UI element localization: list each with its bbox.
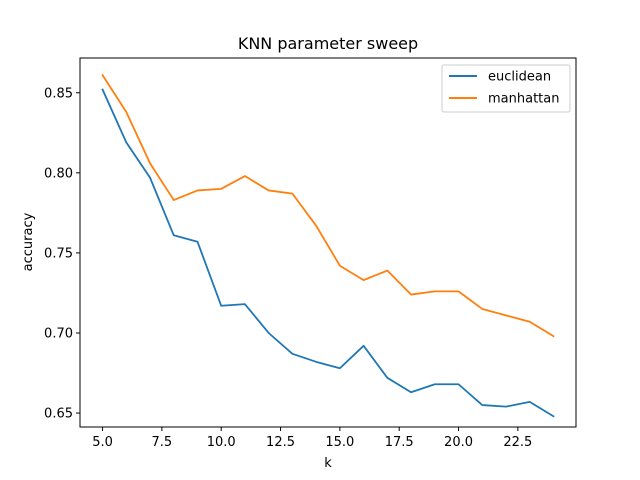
x-tick-label: 22.5 [503, 435, 532, 450]
series-line-euclidean [101, 88, 555, 418]
legend: euclidean manhattan [441, 64, 571, 113]
plot-frame [79, 57, 577, 428]
x-tick-label: 17.5 [385, 435, 414, 450]
y-tick-label: 0.80 [44, 166, 73, 181]
x-tick-label: 12.5 [266, 435, 295, 450]
x-axis: 5.0 7.5 10.0 12.5 15.0 17.5 20.0 22.5 [92, 427, 532, 450]
series-line-manhattan [101, 73, 555, 338]
x-tick-label: 7.5 [152, 435, 173, 450]
x-tick-label: 10.0 [207, 435, 236, 450]
plot-area [101, 73, 555, 418]
x-tick-label: 5.0 [92, 435, 113, 450]
x-axis-label: k [324, 456, 332, 471]
y-tick-label: 0.70 [44, 326, 73, 341]
y-tick-label: 0.75 [44, 246, 73, 261]
x-tick-label: 15.0 [325, 435, 354, 450]
chart-title: KNN parameter sweep [238, 34, 418, 53]
legend-label-manhattan: manhattan [488, 92, 559, 107]
legend-label-euclidean: euclidean [488, 70, 551, 85]
x-tick-label: 20.0 [444, 435, 473, 450]
y-axis-label: accuracy [21, 212, 36, 271]
y-tick-label: 0.65 [44, 407, 73, 422]
y-axis: 0.65 0.70 0.75 0.80 0.85 [44, 86, 80, 422]
y-tick-label: 0.85 [44, 86, 73, 101]
